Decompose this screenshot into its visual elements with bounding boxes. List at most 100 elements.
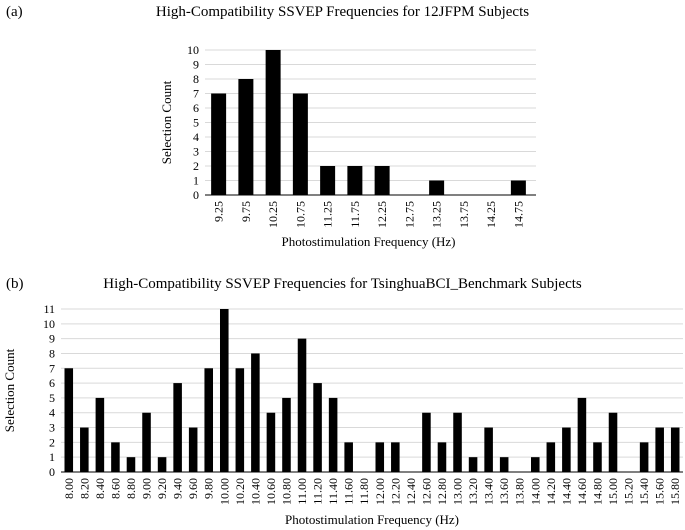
b-bar	[344, 442, 353, 472]
a-x-tick-label: 10.75	[293, 201, 307, 228]
b-y-tick-label: 8	[49, 346, 55, 360]
b-bar	[562, 427, 571, 472]
a-y-tick-label: 10	[187, 43, 199, 57]
b-x-tick-label: 11.60	[342, 478, 356, 505]
b-x-tick-label: 14.20	[544, 478, 558, 505]
b-y-tick-label: 0	[49, 465, 55, 479]
a-x-tick-label: 9.25	[212, 201, 226, 222]
a-y-tick-label: 3	[193, 145, 199, 159]
b-bar	[204, 368, 214, 472]
b-bar	[593, 442, 602, 472]
a-x-tick-label: 14.75	[511, 201, 525, 228]
a-x-tick-label: 12.75	[402, 201, 416, 228]
b-x-tick-label: 9.20	[155, 478, 169, 499]
b-bar	[530, 457, 540, 472]
b-x-tick-label: 8.20	[77, 478, 91, 499]
b-y-axis-title: Selection Count	[2, 348, 17, 432]
a-x-tick-label: 10.25	[266, 201, 280, 228]
b-x-tick-label: 9.40	[171, 478, 185, 499]
b-bar	[391, 442, 400, 472]
panel-label-b: (b)	[6, 276, 24, 292]
a-y-tick-label: 6	[193, 101, 199, 115]
a-y-tick-label: 1	[193, 174, 199, 188]
b-x-tick-label: 8.00	[62, 478, 76, 499]
a-y-tick-label: 8	[193, 72, 199, 86]
a-bar	[292, 93, 308, 195]
b-bar	[639, 442, 649, 472]
b-bar	[546, 442, 556, 472]
b-bar	[468, 457, 478, 472]
b-x-tick-label: 14.40	[559, 478, 573, 505]
b-x-tick-label: 12.40	[404, 478, 418, 505]
b-bar	[219, 309, 229, 472]
b-x-tick-label: 11.20	[311, 478, 325, 505]
b-x-tick-label: 15.00	[606, 478, 620, 505]
b-bar	[297, 338, 307, 472]
b-x-tick-label: 12.20	[388, 478, 402, 505]
b-x-tick-label: 13.20	[466, 478, 480, 505]
a-x-tick-label: 13.25	[430, 201, 444, 228]
b-x-tick-label: 11.40	[326, 478, 340, 505]
b-x-tick-label: 10.80	[279, 478, 293, 505]
b-bar	[111, 442, 120, 472]
b-bar	[375, 442, 385, 472]
b-x-tick-label: 9.60	[186, 478, 200, 499]
b-bar	[313, 383, 322, 472]
a-x-tick-label: 13.75	[457, 201, 471, 228]
b-y-tick-label: 7	[49, 361, 55, 375]
b-x-tick-label: 9.80	[202, 478, 216, 499]
b-bar	[670, 427, 680, 472]
b-bar	[126, 457, 136, 472]
b-x-tick-label: 10.40	[248, 478, 262, 505]
a-bar	[211, 93, 227, 195]
a-x-tick-label: 9.75	[239, 201, 253, 222]
a-y-tick-label: 0	[193, 188, 199, 202]
b-x-tick-label: 13.80	[513, 478, 527, 505]
chart-title-b: High-Compatibility SSVEP Frequencies for…	[103, 276, 582, 292]
b-bar	[235, 368, 245, 472]
b-y-tick-label: 9	[49, 332, 55, 346]
b-bar	[173, 383, 182, 472]
b-bar	[608, 412, 618, 472]
b-x-tick-label: 15.60	[653, 478, 667, 505]
b-x-tick-label: 8.40	[93, 478, 107, 499]
b-bar	[577, 397, 587, 472]
b-y-tick-label: 11	[43, 302, 55, 316]
b-x-axis-title: Photostimulation Frequency (Hz)	[285, 512, 459, 527]
b-bar	[282, 397, 291, 472]
b-bar	[266, 412, 276, 472]
b-x-tick-label: 14.60	[575, 478, 589, 505]
a-y-tick-label: 7	[193, 87, 199, 101]
b-x-tick-label: 10.60	[264, 478, 278, 505]
chart-panel-a: (a) High-Compatibility SSVEP Frequencies…	[0, 0, 685, 262]
b-bar	[157, 457, 167, 472]
b-y-tick-label: 1	[49, 450, 55, 464]
b-bar	[142, 412, 151, 472]
b-x-tick-label: 12.80	[435, 478, 449, 505]
b-bar	[188, 427, 198, 472]
b-x-tick-label: 14.80	[590, 478, 604, 505]
b-x-tick-label: 10.20	[233, 478, 247, 505]
a-y-tick-label: 4	[193, 130, 199, 144]
b-bar	[453, 412, 462, 472]
a-bar	[510, 180, 526, 195]
b-x-tick-label: 11.80	[357, 478, 371, 505]
b-x-tick-label: 9.00	[140, 478, 154, 499]
a-bar	[320, 166, 336, 195]
b-y-tick-label: 5	[49, 391, 55, 405]
b-bar	[64, 368, 74, 472]
a-bar	[238, 79, 254, 195]
b-bar	[499, 457, 509, 472]
b-x-tick-label: 13.60	[497, 478, 511, 505]
b-x-tick-label: 13.40	[482, 478, 496, 505]
b-y-tick-label: 3	[49, 421, 55, 435]
a-y-tick-label: 9	[193, 58, 199, 72]
b-bar	[328, 397, 338, 472]
a-bar	[265, 50, 281, 195]
b-x-tick-label: 10.00	[217, 478, 231, 505]
a-bar	[429, 180, 445, 195]
a-bar	[347, 166, 363, 195]
b-bar	[437, 442, 447, 472]
chart-title-a: High-Compatibility SSVEP Frequencies for…	[155, 4, 530, 20]
